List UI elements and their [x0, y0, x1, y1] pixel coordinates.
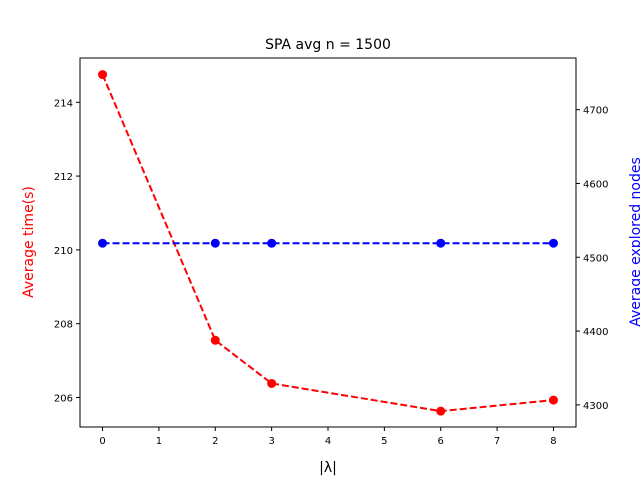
- data-point-time: [267, 378, 277, 388]
- data-point-time: [548, 395, 558, 405]
- x-tick-label: 4: [325, 436, 331, 447]
- left-y-tick-label: 210: [54, 246, 73, 257]
- right-y-tick-label: 4400: [583, 327, 608, 338]
- right-y-axis-label: Average explored nodes: [628, 157, 640, 327]
- x-tick-label: 8: [550, 436, 556, 447]
- left-y-tick-label: 212: [54, 172, 73, 183]
- right-y-tick-label: 4600: [583, 179, 608, 190]
- chart-title: SPA avg n = 1500: [265, 37, 391, 53]
- x-tick-label: 1: [156, 436, 162, 447]
- left-y-tick-label: 208: [54, 320, 73, 331]
- left-y-tick-label: 206: [54, 393, 73, 404]
- data-point-explored-nodes: [210, 238, 220, 248]
- left-y-ticks: 206 208 210 212 214: [54, 98, 80, 404]
- data-point-time: [98, 70, 108, 80]
- data-point-explored-nodes: [267, 238, 277, 248]
- x-ticks: 0 1 2 3 4 5 6 7 8: [99, 427, 557, 447]
- left-y-axis-label: Average time(s): [21, 186, 37, 298]
- data-point-explored-nodes: [98, 238, 108, 248]
- right-y-tick-label: 4700: [583, 106, 608, 117]
- x-tick-label: 3: [268, 436, 274, 447]
- x-tick-label: 6: [438, 436, 444, 447]
- plot-frame: [79, 57, 577, 428]
- series-line-time: [101, 74, 554, 413]
- x-axis-label: |λ|: [319, 460, 337, 476]
- left-y-tick-label: 214: [54, 98, 73, 109]
- x-tick-label: 5: [381, 436, 387, 447]
- data-point-time: [210, 335, 220, 345]
- data-point-explored-nodes: [436, 238, 446, 248]
- x-tick-label: 2: [212, 436, 218, 447]
- data-point-time: [436, 406, 446, 416]
- right-y-ticks: 4300 4400 4500 4600 4700: [576, 106, 608, 412]
- x-tick-label: 0: [99, 436, 105, 447]
- series-layer: [98, 70, 558, 416]
- x-tick-label: 7: [494, 436, 500, 447]
- right-y-tick-label: 4500: [583, 253, 608, 264]
- data-point-explored-nodes: [548, 238, 558, 248]
- right-y-tick-label: 4300: [583, 401, 608, 412]
